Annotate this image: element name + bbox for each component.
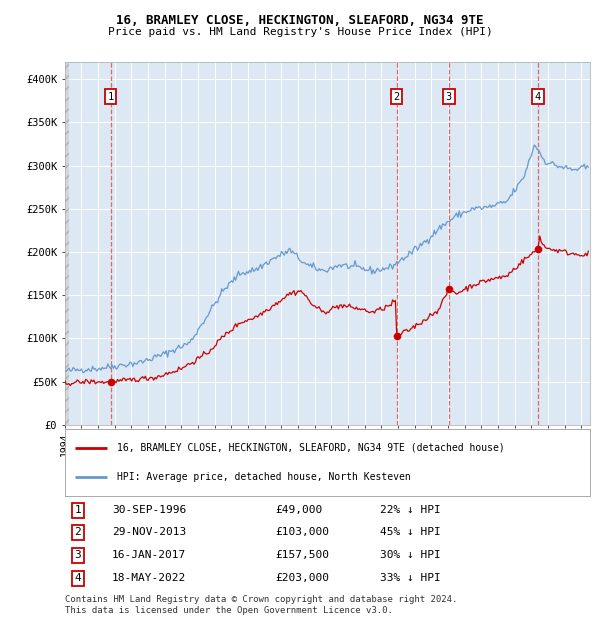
Text: 30% ↓ HPI: 30% ↓ HPI <box>380 551 440 560</box>
Text: 22% ↓ HPI: 22% ↓ HPI <box>380 505 440 515</box>
Text: 29-NOV-2013: 29-NOV-2013 <box>112 528 187 538</box>
Text: 18-MAY-2022: 18-MAY-2022 <box>112 574 187 583</box>
Text: 3: 3 <box>446 92 452 102</box>
Text: 2: 2 <box>394 92 400 102</box>
Text: 2: 2 <box>74 528 82 538</box>
Text: Contains HM Land Registry data © Crown copyright and database right 2024.: Contains HM Land Registry data © Crown c… <box>65 595 457 604</box>
Text: 4: 4 <box>74 574 82 583</box>
Text: 16, BRAMLEY CLOSE, HECKINGTON, SLEAFORD, NG34 9TE (detached house): 16, BRAMLEY CLOSE, HECKINGTON, SLEAFORD,… <box>118 443 505 453</box>
Text: This data is licensed under the Open Government Licence v3.0.: This data is licensed under the Open Gov… <box>65 606 392 616</box>
Text: £157,500: £157,500 <box>275 551 329 560</box>
Text: 3: 3 <box>74 551 82 560</box>
Text: £203,000: £203,000 <box>275 574 329 583</box>
Text: Price paid vs. HM Land Registry's House Price Index (HPI): Price paid vs. HM Land Registry's House … <box>107 27 493 37</box>
Text: 4: 4 <box>535 92 541 102</box>
Text: £49,000: £49,000 <box>275 505 322 515</box>
Text: 1: 1 <box>107 92 114 102</box>
Text: 16-JAN-2017: 16-JAN-2017 <box>112 551 187 560</box>
Text: £103,000: £103,000 <box>275 528 329 538</box>
Text: 30-SEP-1996: 30-SEP-1996 <box>112 505 187 515</box>
Text: 33% ↓ HPI: 33% ↓ HPI <box>380 574 440 583</box>
Text: 45% ↓ HPI: 45% ↓ HPI <box>380 528 440 538</box>
Text: HPI: Average price, detached house, North Kesteven: HPI: Average price, detached house, Nort… <box>118 472 411 482</box>
Text: 1: 1 <box>74 505 82 515</box>
Text: 16, BRAMLEY CLOSE, HECKINGTON, SLEAFORD, NG34 9TE: 16, BRAMLEY CLOSE, HECKINGTON, SLEAFORD,… <box>116 14 484 27</box>
